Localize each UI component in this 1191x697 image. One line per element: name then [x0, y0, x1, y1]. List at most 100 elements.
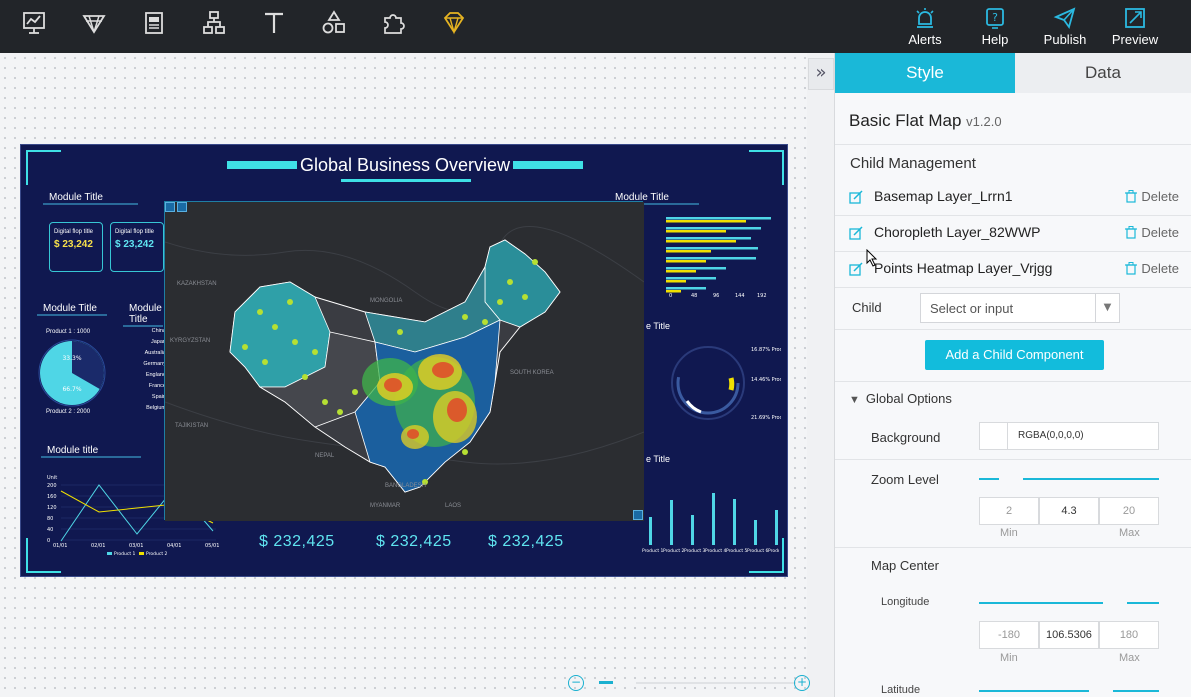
background-color-input[interactable]: RGBA(0,0,0,0)	[1007, 422, 1159, 450]
hbar	[666, 267, 726, 270]
basic-flat-map[interactable]: KAZAKHSTAN KYRGYZSTAN TAJIKISTAN MONGOLI…	[164, 201, 644, 521]
longitude-value-input[interactable]: 106.5306	[1039, 621, 1099, 649]
svg-text:?: ?	[992, 11, 998, 24]
longitude-slider-end[interactable]	[1127, 602, 1159, 604]
puzzle-icon[interactable]	[381, 10, 407, 36]
zoom-range-track[interactable]	[1023, 478, 1159, 480]
flop-label: Digital flop title	[54, 229, 94, 235]
zoom-max-input[interactable]: 20	[1099, 497, 1159, 525]
trash-icon	[1125, 262, 1138, 275]
preview-button[interactable]: Preview	[1100, 6, 1170, 50]
zoom-slider-thumb[interactable]	[599, 681, 613, 684]
title-deco-right	[513, 161, 583, 169]
delete-button[interactable]: Delete	[1125, 261, 1179, 276]
latitude-slider-end[interactable]	[1113, 690, 1159, 692]
alerts-button[interactable]: Alerts	[890, 6, 960, 50]
zoom-min-input[interactable]: 2	[979, 497, 1039, 525]
shapes-icon[interactable]	[321, 10, 347, 36]
help-button[interactable]: ? Help	[960, 6, 1030, 50]
hbar	[666, 217, 771, 220]
map-copy-handle[interactable]	[165, 202, 175, 212]
background-color-swatch[interactable]	[979, 422, 1008, 450]
tab-style[interactable]: Style	[835, 53, 1015, 93]
longitude-max-input[interactable]: 180	[1099, 621, 1159, 649]
layer-name[interactable]: Choropleth Layer_82WWP	[874, 224, 1041, 240]
trash-icon	[1125, 226, 1138, 239]
zoom-min-caption: Min	[1000, 527, 1018, 539]
zoom-in-button[interactable]: +	[794, 675, 810, 691]
chart-icon[interactable]	[21, 10, 47, 36]
global-options-toggle[interactable]: ▼ Global Options	[849, 391, 952, 406]
module-title-4: Module Title	[609, 192, 699, 205]
layer-name[interactable]: Basemap Layer_Lrrn1	[874, 188, 1013, 204]
delete-button[interactable]: Delete	[1125, 189, 1179, 204]
title-underline	[341, 179, 471, 182]
digital-flop-1: Digital flop title $ 23,242	[49, 222, 103, 272]
child-select-placeholder: Select or input	[930, 301, 1014, 316]
map-delete-handle[interactable]	[177, 202, 187, 212]
publish-button[interactable]: Publish	[1030, 6, 1100, 50]
x-tick-label: 144	[735, 293, 745, 299]
layer-name[interactable]: Points Heatmap Layer_Vrjgg	[874, 260, 1053, 276]
divider	[835, 547, 1191, 548]
module-title-5: Module title	[41, 445, 141, 458]
pie-chart: 33.3% 66.7%	[38, 339, 106, 407]
hbar	[666, 247, 758, 250]
x-tick-label: 05/01	[205, 543, 219, 549]
child-select[interactable]: Select or input ▼	[920, 293, 1120, 323]
flop-value: $ 23,242	[54, 239, 93, 250]
hierarchy-icon[interactable]	[201, 10, 227, 36]
product-label: Product 1	[642, 548, 664, 554]
map-country-label: NEPAL	[315, 453, 335, 459]
x-tick-label: 192	[757, 293, 767, 299]
add-child-component-button[interactable]: Add a Child Component	[925, 340, 1104, 370]
hbar	[666, 287, 706, 290]
longitude-min-input[interactable]: -180	[979, 621, 1039, 649]
map-country-label: LAOS	[445, 503, 461, 509]
zoom-value-input[interactable]: 4.3	[1039, 497, 1099, 525]
divider	[835, 287, 1191, 288]
caret-down-icon: ▼	[849, 394, 860, 406]
collapse-panel-button[interactable]: »	[808, 58, 834, 90]
ring-label-3: 21.69% Product 3	[751, 415, 781, 421]
text-icon[interactable]	[261, 10, 287, 36]
x-tick-label: 02/01	[91, 543, 105, 549]
cube-icon[interactable]	[81, 10, 107, 36]
publish-label: Publish	[1043, 32, 1087, 47]
money-value-2: $ 232,425	[376, 533, 452, 550]
design-canvas[interactable]: Global Business Overview Module Title Di…	[0, 53, 807, 697]
map-country-label: MONGOLIA	[370, 298, 402, 304]
map-resize-handle[interactable]	[633, 510, 643, 520]
help-label: Help	[981, 32, 1009, 47]
latitude-slider-track[interactable]	[979, 690, 1089, 692]
delete-label: Delete	[1141, 225, 1179, 240]
image-icon[interactable]	[141, 10, 167, 36]
chevron-down-icon[interactable]: ▼	[1095, 294, 1119, 322]
edit-icon[interactable]	[849, 226, 863, 240]
product-label: Product 5	[726, 548, 748, 554]
module-title-1: Module Title	[43, 192, 138, 205]
ring-chart: 16.87% Product 1 14.46% Product 2 21.69%…	[671, 346, 781, 421]
child-label: Child	[852, 300, 882, 315]
delete-button[interactable]: Delete	[1125, 225, 1179, 240]
zoom-slider-track[interactable]	[636, 682, 796, 684]
map-country-label: SOUTH KOREA	[510, 370, 554, 376]
zoom-range-min-thumb[interactable]	[979, 478, 999, 480]
longitude-slider-track[interactable]	[979, 602, 1103, 604]
longitude-min-caption: Min	[1000, 652, 1018, 664]
diamond-icon[interactable]	[441, 10, 467, 36]
y-tick-label: 200	[47, 483, 57, 489]
alerts-label: Alerts	[908, 32, 942, 47]
global-options-label: Global Options	[865, 391, 952, 406]
module-title-2: Module Title	[37, 303, 107, 316]
edit-icon[interactable]	[849, 262, 863, 276]
dashboard-title: Global Business Overview	[299, 155, 511, 175]
vbar-chart: Product 1 Product 2 Product 3 Product 4 Prod…	[642, 493, 779, 554]
vbar	[712, 493, 715, 545]
hbar	[666, 227, 761, 230]
zoom-out-button[interactable]: −	[568, 675, 584, 691]
x-tick-label: 04/01	[167, 543, 181, 549]
tab-data[interactable]: Data	[1085, 63, 1121, 82]
edit-icon[interactable]	[849, 190, 863, 204]
panel-divider	[834, 53, 835, 697]
